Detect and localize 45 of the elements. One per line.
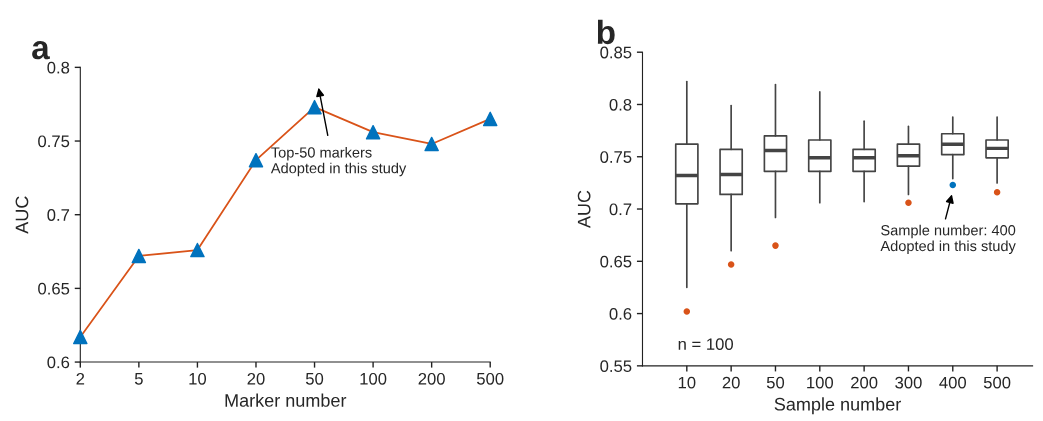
y-tick-label: 0.65	[38, 282, 70, 295]
y-tick-label: 0.8	[609, 98, 632, 111]
x-tick-label: 500	[476, 372, 504, 385]
annotation: Top-50 markers Adopted in this study	[270, 146, 407, 177]
x-tick-label: 10	[189, 372, 207, 385]
chart-title: a	[32, 41, 50, 60]
annotation: Sample number: 400 Adopted in this study	[880, 224, 1016, 255]
y-tick-label: 0.7	[47, 209, 70, 221]
x-tick-label: 5	[134, 373, 143, 385]
y-axis-title: AUC	[577, 190, 591, 229]
chart-title: b	[597, 19, 615, 45]
x-tick-label: 50	[766, 376, 785, 389]
y-tick-label: 0.6	[609, 307, 632, 320]
point	[365, 124, 381, 140]
x-tick-label: 2	[76, 372, 85, 385]
x-axis-title: Sample number	[774, 397, 901, 415]
x-tick-label: 300	[895, 376, 922, 389]
x-tick-label: 500	[983, 376, 1011, 389]
y-tick-label: 0.55	[600, 360, 632, 373]
x-tick-label: 20	[247, 372, 265, 385]
point	[190, 242, 205, 258]
y-tick-label: 0.75	[38, 135, 70, 148]
point	[131, 248, 147, 264]
y-tick-label: 0.8	[47, 61, 70, 74]
x-tick-label: 100	[807, 376, 834, 389]
y-tick-label: 0.6	[47, 356, 70, 369]
x-axis-title: Marker number	[225, 393, 347, 407]
annotation: n = 100	[678, 338, 734, 351]
x-tick-label: 200	[418, 372, 445, 385]
point	[482, 111, 498, 127]
x-tick-label: 200	[851, 376, 878, 389]
point	[248, 152, 264, 168]
y-tick-label: 0.75	[600, 151, 632, 163]
y-tick-label: 0.85	[600, 46, 632, 59]
point	[73, 329, 88, 345]
x-tick-label: 50	[305, 372, 324, 385]
x-tick-label: 400	[939, 376, 967, 389]
y-axis-title: AUC	[15, 196, 29, 234]
y-tick-label: 0.65	[600, 255, 632, 268]
y-tick-label: 0.7	[609, 203, 632, 216]
x-tick-label: 10	[678, 376, 696, 389]
x-tick-label: 100	[360, 372, 387, 385]
x-tick-label: 20	[722, 376, 740, 389]
point	[307, 99, 322, 115]
point	[424, 136, 439, 152]
